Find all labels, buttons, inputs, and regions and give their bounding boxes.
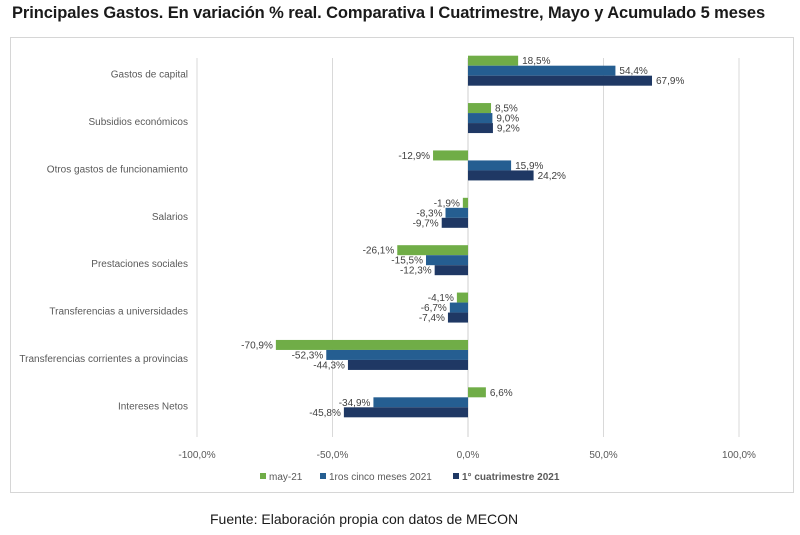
bar — [468, 160, 512, 171]
legend: may-21 1ros cinco meses 2021 1° cuatrimest… — [260, 472, 560, 483]
category-label: Intereses Netos — [118, 401, 188, 412]
bar — [347, 359, 468, 370]
category-label: Transferencias a universidades — [49, 307, 188, 318]
data-label: 9,2% — [497, 124, 520, 135]
bar — [433, 150, 468, 161]
bar — [468, 387, 486, 398]
x-tick-label: -50,0% — [317, 450, 349, 461]
bar — [462, 197, 468, 208]
data-label: -34,9% — [339, 398, 371, 409]
bar — [425, 255, 468, 266]
category-label: Subsidios económicos — [89, 117, 189, 128]
category-label: Gastos de capital — [111, 70, 188, 81]
bar — [447, 312, 468, 323]
bar — [434, 265, 468, 276]
legend-label: 1ros cinco meses 2021 — [329, 472, 432, 483]
chart-title: Principales Gastos. En variación % real.… — [12, 4, 766, 22]
bar — [456, 292, 468, 303]
bar — [468, 55, 519, 66]
data-label: -15,5% — [391, 256, 423, 267]
data-label: -9,7% — [413, 218, 439, 229]
data-label: -6,7% — [421, 303, 447, 314]
category-labels: Gastos de capital Subsidios económicos Otr… — [19, 70, 188, 413]
bar — [441, 217, 468, 228]
bar — [373, 397, 468, 408]
data-label: -44,3% — [313, 360, 345, 371]
x-tick-labels: -100,0% -50,0% 0,0% 50,0% 100,0% — [178, 450, 756, 461]
bar — [468, 170, 534, 181]
category-label: Prestaciones sociales — [91, 259, 188, 270]
data-label: -70,9% — [241, 340, 273, 351]
data-label: 8,5% — [495, 104, 518, 115]
bar — [449, 302, 468, 313]
data-label: 54,4% — [619, 66, 647, 77]
bar — [468, 103, 492, 114]
bar — [275, 339, 468, 350]
bar — [326, 349, 468, 360]
data-label: -45,8% — [309, 408, 341, 419]
data-label: -12,9% — [398, 151, 430, 162]
data-label: 18,5% — [522, 56, 550, 67]
data-label: -26,1% — [363, 246, 395, 257]
data-label: -7,4% — [419, 313, 445, 324]
x-tick-label: 0,0% — [457, 450, 480, 461]
data-label: 67,9% — [656, 76, 684, 87]
data-label: -52,3% — [292, 350, 324, 361]
data-label: -1,9% — [434, 198, 460, 209]
category-label: Transferencias corrientes a provincias — [19, 354, 188, 365]
data-labels: 18,5% 54,4% 67,9% 8,5%9,0%9,2% -12,9% 15,9%24… — [241, 56, 684, 419]
bar — [468, 113, 493, 124]
data-label: -8,3% — [416, 208, 442, 219]
bar — [343, 407, 468, 418]
legend-label: may-21 — [269, 472, 303, 483]
x-tick-label: 100,0% — [722, 450, 756, 461]
data-label: -4,1% — [428, 293, 454, 304]
source-note: Fuente: Elaboración propia con datos de … — [210, 511, 519, 527]
bars — [275, 55, 653, 418]
bar — [397, 245, 468, 256]
x-tick-label: 50,0% — [589, 450, 617, 461]
x-tick-label: -100,0% — [178, 450, 215, 461]
category-label: Otros gastos de funcionamiento — [47, 164, 189, 175]
data-label: 24,2% — [538, 171, 566, 182]
data-label: -12,3% — [400, 266, 432, 277]
category-label: Salarios — [152, 212, 188, 223]
bar — [468, 75, 653, 86]
data-label: 9,0% — [496, 114, 519, 125]
bar — [468, 123, 493, 134]
legend-swatch — [320, 473, 326, 479]
legend-swatch — [453, 473, 459, 479]
legend-swatch — [260, 473, 266, 479]
legend-label: 1° cuatrimestre 2021 — [462, 472, 560, 483]
data-label: 6,6% — [490, 388, 513, 399]
bar — [445, 207, 468, 218]
data-label: 15,9% — [515, 161, 543, 172]
bar — [468, 65, 616, 76]
